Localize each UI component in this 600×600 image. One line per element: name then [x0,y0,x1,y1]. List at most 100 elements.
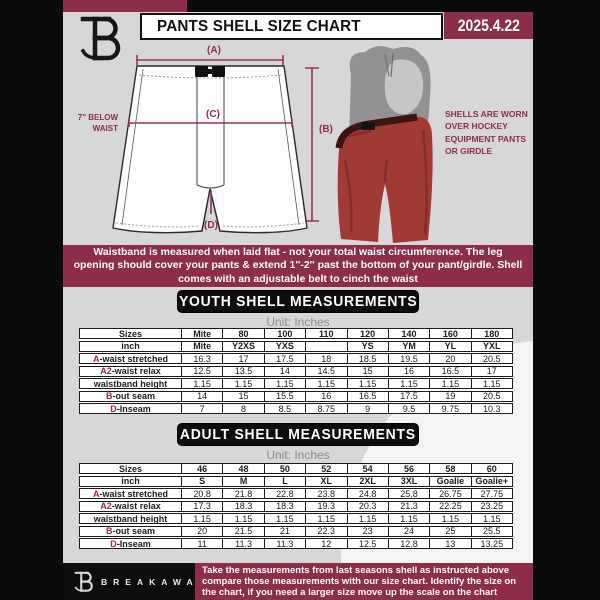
row-label: D -Inseam [80,404,182,413]
size-cell: YS [348,341,389,351]
size-cell: YXL [483,341,501,351]
youth-section-banner: YOUTH SHELL MEASUREMENTS [178,291,418,312]
row-label: waistband height [80,514,182,523]
size-cell: 17.5 [265,354,307,363]
table-row: waistband height 1.15 1.15 1.15 1.15 1.15 1.15… [79,513,513,524]
size-cell: 1.15 [348,379,389,388]
size-cell: 27.75 [480,489,504,498]
size-cell: Goalie [430,476,472,486]
size-cell: 10.3 [483,404,501,413]
size-cell: 9.5 [389,404,431,413]
size-cell: 58 [430,464,472,473]
adult-section-banner: ADULT SHELL MEASUREMENTS [178,424,418,445]
size-cell: 23.8 [306,489,348,498]
size-cell: 22.8 [265,489,307,498]
row-label: A -waist stretched [80,489,182,498]
size-cell: 1.15 [389,514,431,523]
size-cell [306,341,348,351]
row-label: Sizes [80,329,182,338]
size-cell: 19.5 [389,354,431,363]
size-cell: 180 [484,329,500,338]
size-cell: 56 [389,464,431,473]
adult-size-table: Sizes 46 48 50 52 54 56 58 60 inch S M L XL 2XL 3XL Goal… [79,463,513,549]
size-cell: 12.5 [182,366,224,376]
footer-bar: BREAKAWAY Take the measurements from las… [63,563,533,600]
size-cell: 13.25 [480,539,504,548]
size-cell: XL [306,476,348,486]
size-cell: 16.3 [182,354,224,363]
fly-panel [196,66,225,189]
size-cell: 16.5 [430,366,472,376]
adult-banner-text: ADULT SHELL MEASUREMENTS [180,426,416,443]
size-cell: 13 [430,539,472,548]
size-cell: 17 [486,366,497,376]
measure-letter: D [110,539,117,548]
size-cell: 8.5 [265,404,307,413]
brand-name: BREAKAWAY [101,577,210,587]
size-cell: 8.75 [306,404,348,413]
size-cell: 15.5 [265,391,307,401]
size-cell: Mite [182,329,224,338]
row-label: A -waist stretched [80,354,182,363]
footer-instructions: Take the measurements from last seasons … [195,563,533,600]
page-title: PANTS SHELL SIZE CHART [157,17,361,35]
size-cell: Goalie+ [475,476,509,486]
red-shell-image [335,113,433,243]
size-cell: 18 [306,354,348,363]
size-cell: 14 [182,391,224,401]
size-cell: 26.75 [430,489,472,498]
size-cell: 20.8 [182,489,224,498]
size-cell: YM [389,341,431,351]
size-cell: 24.8 [348,489,389,498]
top-accent-strip [63,0,187,12]
size-cell: 50 [265,464,307,473]
row-label: waistband height [80,379,182,388]
row-label: inch [80,476,182,486]
size-cell: 18.3 [223,501,265,511]
size-cell: 21.3 [389,501,431,511]
size-cell: 21.5 [223,526,265,536]
size-cell: 17 [223,354,265,363]
size-cell: 20 [182,526,224,536]
size-cell: 80 [223,329,265,338]
dimension-line-b: (B) [305,67,333,222]
size-cell: 21.8 [223,489,265,498]
row-label: A2 -waist relax [80,501,182,511]
table-row: Sizes Mite 80 100 110 120 140 160 180 [79,328,513,339]
measure-letter: A [92,354,100,363]
size-cell: 14 [265,366,307,376]
size-cell: 15 [223,391,265,401]
size-cell: YL [430,341,472,351]
pants-measurement-diagram: (A) (B) (C) (D) 7'' BELOW WAIST [78,45,333,234]
size-cell: 1.15 [348,514,389,523]
size-cell: 11 [182,539,224,548]
size-cell: 19 [430,391,472,401]
size-cell: 1.15 [389,379,431,388]
size-cell: 52 [306,464,348,473]
row-label: B -out seam [80,526,182,536]
size-cell: L [265,476,307,486]
size-cell: 1.15 [265,514,307,523]
size-cell: 3XL [389,476,431,486]
table-row: B -out seam 20 21.5 21 22.3 23 24 25 25.5 [79,525,513,537]
size-cell: 14.5 [306,366,348,376]
size-cell: 60 [486,464,497,473]
row-label: Sizes [80,464,182,473]
date-text: 2025.4.22 [457,15,520,35]
table-row: Sizes 46 48 50 52 54 56 58 60 [79,463,513,474]
dimension-label-d: (D) [204,220,218,231]
waist-note-line1: 7'' BELOW [78,113,119,122]
size-cell: 1.15 [430,514,472,523]
size-cell: 25.8 [389,489,431,498]
footer-brand: BREAKAWAY [73,569,209,595]
size-cell: 19.3 [306,501,348,511]
row-label: A2 -waist relax [80,366,182,376]
table-row: A2 -waist relax 12.5 13.5 14 14.5 15 16 16.5 17 [79,365,513,377]
size-cell: 24 [389,526,431,536]
youth-size-table: Sizes Mite 80 100 110 120 140 160 180 inch Mite Y2X… [79,328,513,414]
size-cell: Y2XS [223,341,265,351]
size-cell: 12 [306,539,348,548]
date-badge: 2025.4.22 [444,12,533,39]
size-cell: 21 [265,526,307,536]
table-row: A2 -waist relax 17.3 18.3 18.3 19.3 20.3 21.3 22… [79,500,513,512]
